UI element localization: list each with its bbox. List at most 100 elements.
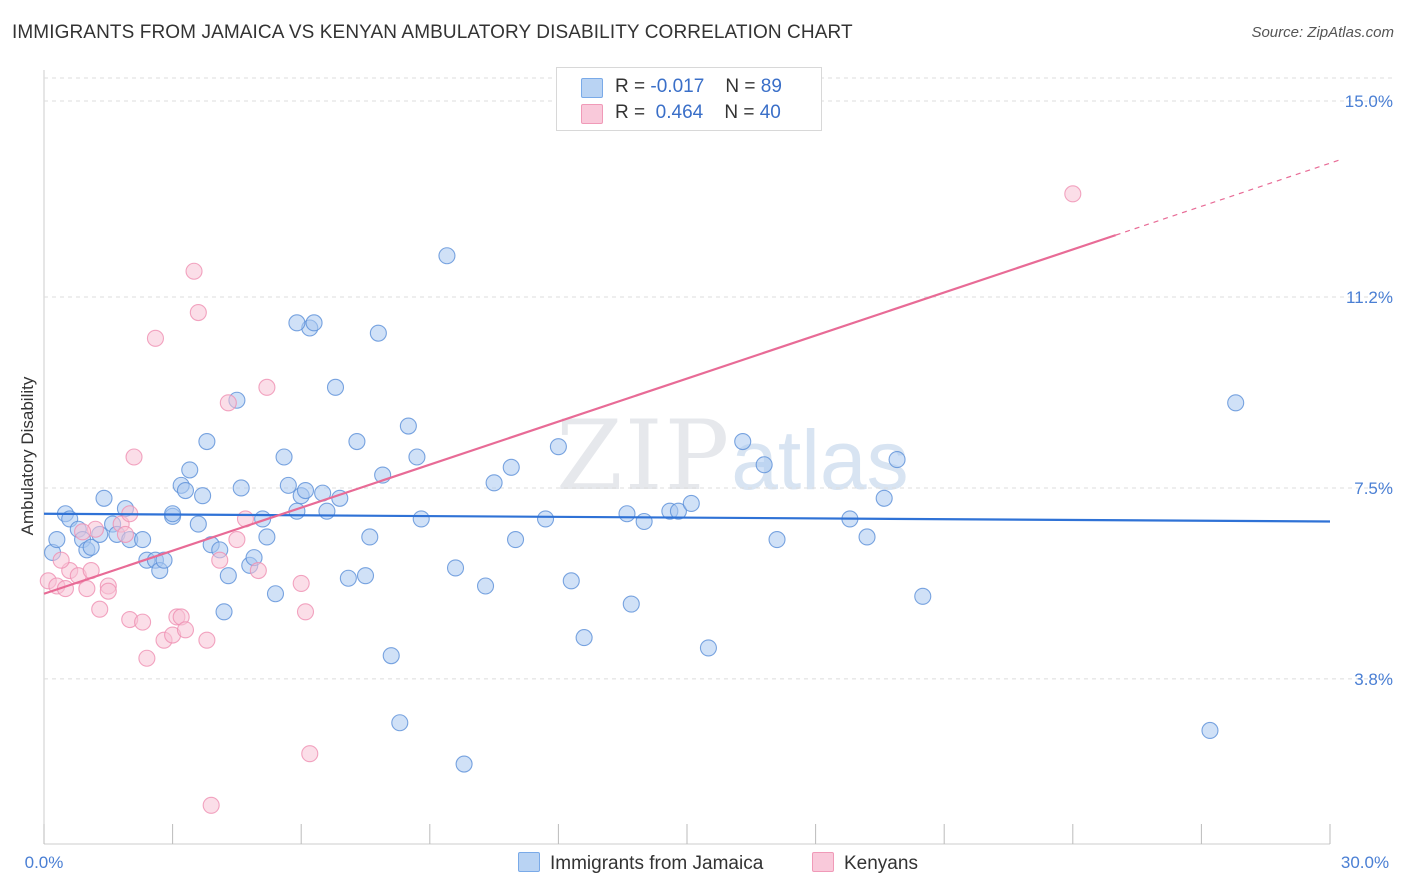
bottom-legend-kenyans: Kenyans: [812, 852, 918, 875]
jamaica-point: [1227, 394, 1245, 412]
jamaica-point: [176, 481, 195, 500]
bottom-legend-swatch-kenyans: [812, 852, 834, 872]
jamaica-point: [266, 585, 285, 603]
legend-r-value-jamaica: -0.017: [650, 76, 705, 97]
jamaica-point: [699, 639, 717, 657]
jamaica-point: [914, 587, 932, 605]
y-axis-label: Ambulatory Disability: [18, 376, 37, 536]
jamaica-point: [339, 569, 357, 587]
jamaica-point: [275, 448, 293, 466]
jamaica-point: [288, 314, 306, 332]
jamaica-point: [361, 528, 379, 546]
bottom-legend-label-jamaica: Immigrants from Jamaica: [550, 853, 764, 874]
legend-r-label: R =: [615, 76, 646, 97]
kenyans-point: [146, 329, 165, 347]
jamaica-point: [412, 510, 430, 528]
jamaica-point: [734, 432, 752, 451]
jamaica-point: [181, 461, 199, 479]
kenyans-point: [219, 394, 237, 412]
jamaica-point: [326, 378, 345, 396]
kenyans-point: [74, 523, 92, 541]
kenyans-point: [249, 561, 267, 580]
jamaica-point: [888, 451, 906, 469]
jamaica-point: [669, 502, 687, 520]
kenyans-point: [228, 531, 246, 549]
legend-n-value-jamaica: 89: [760, 76, 782, 97]
jamaica-point: [575, 629, 593, 647]
jamaica-point: [549, 438, 567, 456]
jamaica-point: [618, 505, 636, 523]
watermark: ZIPatlas: [556, 400, 909, 512]
jamaica-point: [875, 489, 893, 507]
legend-n-label: N =: [724, 102, 755, 123]
legend-swatch-kenyans: [581, 104, 603, 124]
y-tick-label: 11.2%: [1346, 288, 1393, 307]
jamaica-point: [318, 502, 336, 520]
kenyans-point: [138, 649, 156, 667]
kenyans-point: [78, 580, 96, 598]
jamaica-point: [305, 314, 323, 332]
chart-title: IMMIGRANTS FROM JAMAICA VS KENYAN AMBULA…: [12, 22, 853, 43]
kenyans-point: [99, 582, 117, 600]
legend-n-label: N =: [725, 76, 756, 97]
legend-text-jamaica: R = -0.017 N = 89: [615, 76, 782, 98]
kenyans-point: [301, 745, 319, 763]
jamaica-point: [232, 479, 250, 497]
legend-r-label: R =: [615, 102, 646, 123]
jamaica-point: [682, 494, 700, 512]
legend-n-value-kenyans: 40: [759, 102, 781, 123]
jamaica-point: [82, 538, 100, 556]
kenyans-point: [52, 551, 70, 569]
stats-legend: R = -0.017 N = 89 R = 0.464 N = 40: [556, 67, 822, 131]
jamaica-point: [189, 515, 207, 533]
jamaica-point: [506, 531, 525, 549]
jamaica-point: [502, 458, 520, 476]
jamaica-point: [369, 324, 387, 342]
y-tick-label: 15.0%: [1345, 92, 1393, 111]
kenyans-point: [202, 796, 220, 814]
jamaica-point: [562, 572, 580, 590]
jamaica-point: [296, 481, 315, 500]
kenyans-point: [258, 378, 276, 396]
jamaica-point: [446, 559, 465, 577]
jamaica-point: [391, 714, 409, 732]
legend-swatch-jamaica: [581, 78, 603, 98]
jamaica-point: [95, 489, 113, 507]
jamaica-point: [48, 531, 66, 549]
kenyans-point: [116, 525, 134, 543]
jamaica-trendline: [43, 512, 1331, 523]
kenyans-point: [198, 631, 216, 649]
jamaica-point: [438, 247, 456, 265]
jamaica-point: [382, 647, 400, 665]
jamaica-point: [215, 603, 233, 621]
watermark-zip: ZIP: [556, 400, 732, 512]
kenyans-trendline-extension: [1115, 159, 1339, 236]
jamaica-point: [455, 755, 473, 773]
jamaica-point: [219, 567, 237, 585]
y-tick-label: 7.5%: [1354, 479, 1393, 498]
kenyans-trendline: [43, 234, 1117, 595]
kenyans-point: [189, 303, 207, 322]
jamaica-point: [198, 432, 216, 451]
jamaica-point: [258, 528, 276, 546]
kenyans-point: [211, 551, 229, 569]
jamaica-point: [485, 474, 503, 492]
jamaica-point: [134, 531, 152, 549]
jamaica-point: [155, 551, 173, 569]
bottom-legend-swatch-jamaica: [518, 852, 540, 872]
bottom-legend-jamaica: Immigrants from Jamaica: [518, 852, 763, 875]
jamaica-point: [356, 567, 375, 585]
source-credit: Source: ZipAtlas.com: [1251, 24, 1394, 41]
jamaica-point: [348, 432, 366, 451]
kenyans-point: [185, 262, 203, 280]
kenyans-point: [125, 448, 143, 466]
bottom-legend-label-kenyans: Kenyans: [844, 853, 918, 874]
jamaica-point: [858, 528, 876, 546]
jamaica-point: [635, 512, 653, 531]
jamaica-point: [536, 510, 555, 528]
kenyans-point: [1064, 185, 1082, 203]
jamaica-point: [194, 487, 212, 505]
kenyans-point: [176, 621, 195, 639]
jamaica-point: [1201, 721, 1219, 740]
